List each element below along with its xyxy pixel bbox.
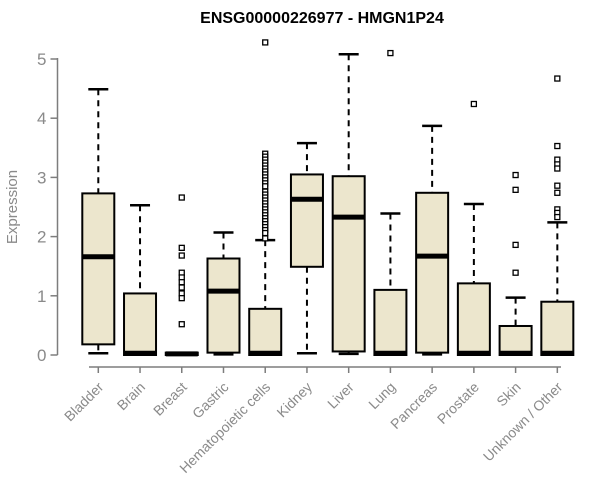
box-lung bbox=[373, 288, 408, 357]
outlier-breast-2 bbox=[178, 252, 185, 259]
outlier-unknown-other-1 bbox=[554, 142, 561, 150]
box-skin bbox=[498, 324, 533, 357]
box-liver bbox=[331, 175, 366, 353]
outlier-skin-3 bbox=[512, 269, 519, 276]
outlier-skin-1 bbox=[512, 186, 519, 193]
outlier-hematopoietic-cells-0 bbox=[262, 39, 269, 46]
outlier-hematopoietic-cells-28 bbox=[262, 235, 269, 242]
box-gastric bbox=[206, 257, 241, 354]
box-prostate bbox=[456, 282, 491, 357]
x-tick-label-unknown-other: Unknown / Other bbox=[480, 379, 566, 465]
y-tick-label-0: 0 bbox=[37, 346, 46, 365]
y-tick-label-1: 1 bbox=[37, 287, 46, 306]
outlier-unknown-other-9 bbox=[554, 213, 561, 221]
y-tick-label-2: 2 bbox=[37, 228, 46, 247]
y-tick-label-4: 4 bbox=[37, 109, 46, 128]
box-unknown-other bbox=[540, 300, 575, 356]
x-tick-label-liver: Liver bbox=[324, 379, 357, 412]
box-hematopoietic-cells bbox=[248, 307, 283, 357]
x-tick-label-skin: Skin bbox=[493, 379, 524, 410]
outlier-breast-5 bbox=[178, 279, 185, 286]
outlier-prostate-0 bbox=[470, 100, 478, 108]
outlier-unknown-other-6 bbox=[554, 189, 561, 196]
x-tick-label-bladder: Bladder bbox=[61, 379, 107, 425]
outlier-breast-0 bbox=[178, 194, 185, 201]
x-tick-label-kidney: Kidney bbox=[273, 379, 315, 421]
box-kidney bbox=[289, 173, 324, 268]
outlier-hematopoietic-cells-12 bbox=[262, 183, 269, 190]
outlier-lung-0 bbox=[387, 49, 394, 57]
box-brain bbox=[123, 292, 158, 357]
outlier-breast-9 bbox=[178, 321, 185, 328]
y-axis-label: Expression bbox=[4, 170, 21, 244]
y-tick-label-3: 3 bbox=[37, 168, 46, 187]
x-tick-label-lung: Lung bbox=[365, 379, 398, 412]
x-tick-label-prostate: Prostate bbox=[434, 379, 482, 427]
outlier-unknown-other-5 bbox=[554, 182, 561, 189]
x-tick-label-breast: Breast bbox=[150, 379, 190, 419]
y-tick-label-5: 5 bbox=[37, 50, 46, 69]
box-bladder bbox=[81, 192, 116, 346]
chart-title: ENSG00000226977 - HMGN1P24 bbox=[200, 10, 444, 27]
outlier-skin-0 bbox=[512, 171, 519, 179]
outlier-breast-1 bbox=[178, 244, 185, 251]
outlier-breast-6 bbox=[178, 284, 185, 291]
outlier-hematopoietic-cells-27 bbox=[262, 229, 269, 237]
outlier-skin-2 bbox=[512, 241, 519, 249]
x-tick-label-brain: Brain bbox=[114, 379, 148, 413]
outlier-unknown-other-4 bbox=[554, 165, 561, 172]
outlier-breast-8 bbox=[178, 295, 185, 302]
outlier-unknown-other-0 bbox=[554, 75, 561, 82]
box-pancreas bbox=[415, 191, 450, 354]
